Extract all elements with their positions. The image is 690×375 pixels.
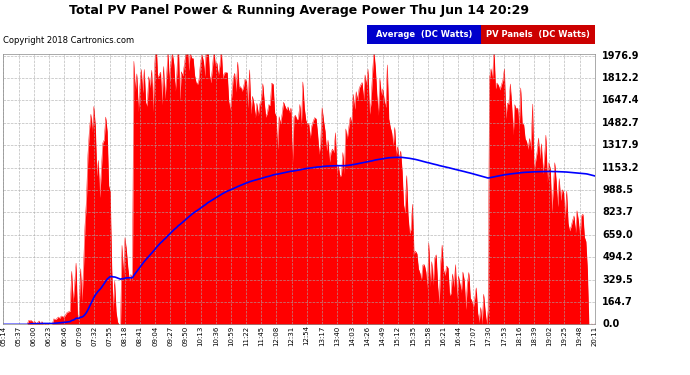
Text: Total PV Panel Power & Running Average Power Thu Jun 14 20:29: Total PV Panel Power & Running Average P… [69,4,529,17]
Text: 494.2: 494.2 [602,252,633,262]
Text: 0.0: 0.0 [602,320,620,329]
Text: 12:54: 12:54 [304,326,310,345]
Text: 988.5: 988.5 [602,185,633,195]
Text: 12:31: 12:31 [288,326,295,346]
Text: 10:13: 10:13 [197,326,204,346]
Text: 10:59: 10:59 [228,326,234,346]
Text: 05:14: 05:14 [1,326,6,345]
Text: 14:49: 14:49 [380,326,386,345]
Text: 16:44: 16:44 [455,326,462,345]
Text: 1153.2: 1153.2 [602,163,640,172]
Text: 15:58: 15:58 [425,326,431,345]
Text: 08:18: 08:18 [121,326,128,346]
Text: 07:09: 07:09 [77,326,82,346]
Text: 19:02: 19:02 [546,326,552,346]
Text: Average  (DC Watts): Average (DC Watts) [376,30,472,39]
Text: 329.5: 329.5 [602,274,633,285]
Text: 13:17: 13:17 [319,326,325,346]
Text: 1647.4: 1647.4 [602,96,640,105]
Text: 17:30: 17:30 [486,326,492,346]
Text: 18:39: 18:39 [531,326,537,346]
Text: 08:41: 08:41 [137,326,143,346]
Text: 09:50: 09:50 [182,326,188,346]
Text: 09:27: 09:27 [167,326,173,346]
Text: 16:21: 16:21 [440,326,446,346]
Text: Copyright 2018 Cartronics.com: Copyright 2018 Cartronics.com [3,36,135,45]
Text: 17:07: 17:07 [471,326,477,346]
Text: 14:03: 14:03 [349,326,355,346]
Text: PV Panels  (DC Watts): PV Panels (DC Watts) [486,30,590,39]
Text: 17:53: 17:53 [501,326,507,346]
Text: 07:55: 07:55 [106,326,112,345]
Text: 06:00: 06:00 [31,326,37,346]
Text: 11:22: 11:22 [243,326,249,345]
Text: 1812.2: 1812.2 [602,73,640,83]
Text: 15:12: 15:12 [395,326,401,345]
Text: 05:37: 05:37 [16,326,21,346]
Text: 10:36: 10:36 [213,326,219,346]
Text: 06:46: 06:46 [61,326,67,346]
Text: 19:25: 19:25 [562,326,567,345]
Text: 06:23: 06:23 [46,326,52,346]
Text: 11:45: 11:45 [258,326,264,345]
Text: 09:04: 09:04 [152,326,158,346]
Text: 823.7: 823.7 [602,207,633,218]
Text: 12:08: 12:08 [273,326,279,346]
Text: 18:16: 18:16 [516,326,522,346]
Text: 19:48: 19:48 [577,326,582,346]
Text: 20:11: 20:11 [592,326,598,346]
Text: 1976.9: 1976.9 [602,51,640,61]
Text: 14:26: 14:26 [364,326,371,345]
Text: 13:40: 13:40 [334,326,340,346]
Text: 659.0: 659.0 [602,230,633,240]
Text: 1482.7: 1482.7 [602,118,640,128]
Text: 15:35: 15:35 [410,326,416,345]
Text: 1317.9: 1317.9 [602,140,640,150]
Text: 07:32: 07:32 [91,326,97,346]
Text: 164.7: 164.7 [602,297,633,307]
